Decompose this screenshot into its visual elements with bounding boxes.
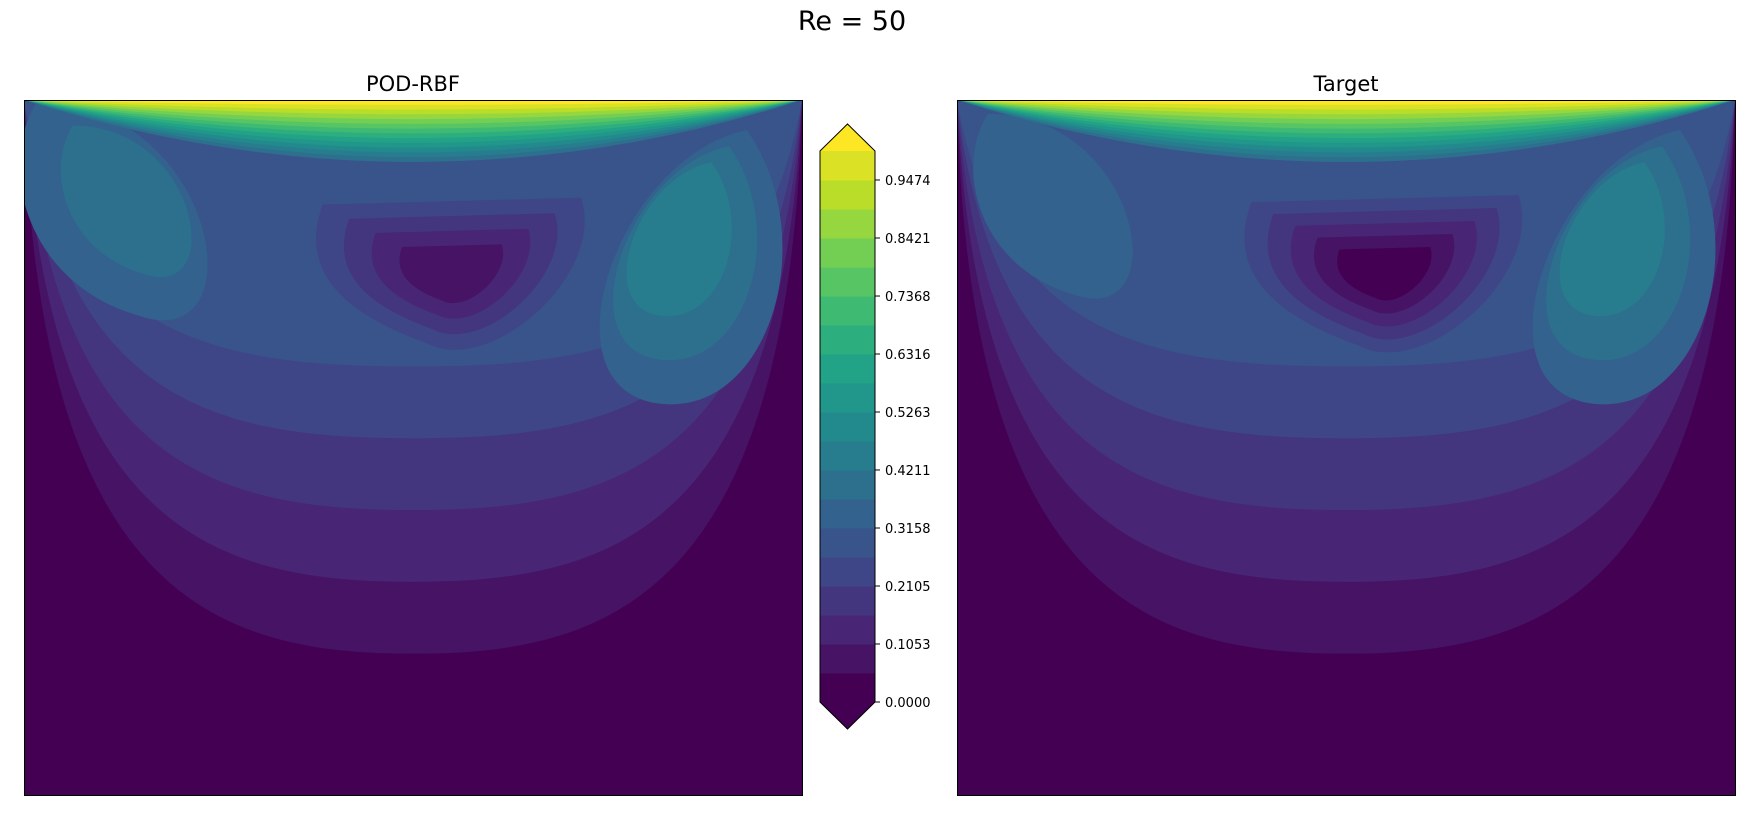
colorbar-segment bbox=[820, 586, 875, 616]
colorbar-segment bbox=[820, 209, 875, 239]
colorbar-tick-label: 0.2105 bbox=[885, 580, 931, 595]
colorbar-segment bbox=[820, 470, 875, 500]
colorbar-tick-label: 0.9474 bbox=[885, 174, 931, 189]
colorbar-segment bbox=[820, 615, 875, 645]
lid-layer-level-19 bbox=[24, 100, 802, 105]
colorbar-segment bbox=[820, 499, 875, 529]
axes-frame-target bbox=[957, 100, 1736, 796]
colorbar-tick-label: 0.6316 bbox=[885, 348, 931, 363]
colorbar-segment bbox=[820, 673, 875, 703]
figure-title: Re = 50 bbox=[798, 6, 906, 37]
colorbar-segment bbox=[820, 180, 875, 210]
eddy-right-level-8 bbox=[626, 162, 732, 317]
colorbar-segment bbox=[820, 354, 875, 384]
colorbar: 0.0000 0.1053 0.2105 0.3158 0.4211 0.5263 0.63… bbox=[819, 123, 931, 730]
lid-layer-level-19 bbox=[957, 100, 1735, 105]
colorbar-tick-label: 0.3158 bbox=[885, 522, 931, 537]
eddy-left-level-7 bbox=[60, 125, 192, 278]
colorbar-segment bbox=[820, 644, 875, 674]
colorbar-segment bbox=[820, 528, 875, 558]
colorbar-tick-label: 0.5263 bbox=[885, 406, 931, 421]
colorbar-tick-label: 0.4211 bbox=[885, 464, 931, 479]
panel-title-target: Target bbox=[1313, 72, 1379, 96]
colorbar-segment bbox=[820, 441, 875, 471]
colorbar-segment bbox=[820, 412, 875, 442]
colorbar-tick-label: 0.8421 bbox=[885, 232, 931, 247]
colorbar-segment bbox=[820, 296, 875, 326]
contour-levels-pod-rbf bbox=[24, 100, 802, 795]
contour-levels-target bbox=[957, 100, 1735, 795]
colorbar-extend-max bbox=[820, 124, 875, 151]
colorbar-extend-min bbox=[820, 702, 875, 729]
axes-frame-pod-rbf bbox=[24, 100, 803, 796]
colorbar-segment bbox=[820, 267, 875, 297]
panel-target: Target bbox=[957, 72, 1736, 796]
eddy-left-level-6 bbox=[973, 113, 1133, 299]
panel-title-pod-rbf: POD-RBF bbox=[366, 72, 460, 96]
panel-pod-rbf: POD-RBF bbox=[24, 72, 803, 796]
colorbar-segment bbox=[820, 238, 875, 268]
core-level-1 bbox=[399, 244, 504, 304]
eddy-right-level-8 bbox=[1559, 162, 1665, 317]
colorbar-tick-label: 0.1053 bbox=[885, 638, 931, 653]
colorbar-tick-label: 0.0000 bbox=[885, 696, 931, 711]
colorbar-segment bbox=[820, 383, 875, 413]
colorbar-segment bbox=[820, 151, 875, 181]
colorbar-segment bbox=[820, 557, 875, 587]
colorbar-segment bbox=[820, 325, 875, 355]
core-level-0 bbox=[1337, 246, 1432, 301]
colorbar-tick-label: 0.7368 bbox=[885, 290, 931, 305]
